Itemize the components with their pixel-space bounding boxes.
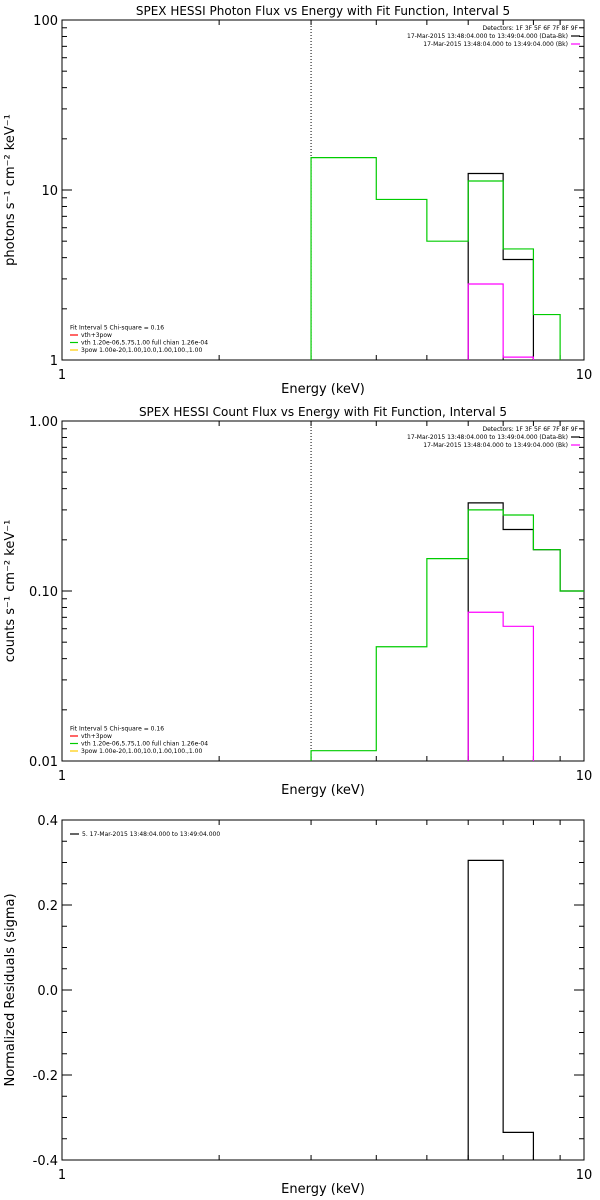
legend-left-entry-1-1: vth+3pow — [81, 733, 112, 740]
legend-left-entry-0-3: 3pow 1.00e-20,1.00,10.0,1.00,100.,1.00 — [81, 347, 202, 354]
series-line-1-1 — [467, 611, 535, 761]
x-tick-label-0-1: 10 — [576, 368, 593, 383]
legend-right-entry-1-0: Detectors: 1F 3F 5F 6F 7F 8F 9F — [482, 426, 578, 433]
series-line-0-1 — [467, 283, 535, 360]
legend-topleft-entry-2-0: 5. 17-Mar-2015 13:48:04.000 to 13:49:04.… — [82, 831, 220, 838]
y-tick-label-0-1: 10 — [41, 184, 58, 199]
plot-frame-1 — [61, 420, 585, 762]
plot-frame-2 — [61, 819, 585, 1161]
x-axis-label-0: Energy (keV) — [281, 382, 365, 397]
legend-left-entry-0-0: Fit Interval 5 Chi-square = 0.16 — [70, 325, 164, 332]
y-tick-label-1-1: 0.10 — [29, 585, 58, 600]
y-tick-label-2-2: 0.0 — [37, 984, 58, 999]
series-line-1-2 — [310, 509, 584, 761]
y-tick-label-2-0: -0.4 — [33, 1154, 58, 1169]
y-tick-label-2-1: -0.2 — [33, 1069, 58, 1084]
legend-right-entry-0-1: 17-Mar-2015 13:48:04.000 to 13:49:04.000… — [407, 33, 568, 40]
x-axis-label-1: Energy (keV) — [281, 783, 365, 798]
x-tick-label-2-1: 10 — [576, 1168, 593, 1183]
legend-right-entry-0-2: 17-Mar-2015 13:48:04.000 to 13:49:04.000… — [423, 41, 568, 48]
legend-right-entry-0-0: Detectors: 1F 3F 5F 6F 7F 8F 9F — [482, 25, 578, 32]
series-line-2-0 — [467, 859, 535, 1160]
chart-title-0: SPEX HESSI Photon Flux vs Energy with Fi… — [136, 4, 510, 18]
y-axis-label-1: counts s⁻¹ cm⁻² keV⁻¹ — [3, 520, 18, 663]
x-axis-label-2: Energy (keV) — [281, 1182, 365, 1197]
y-tick-label-1-2: 1.00 — [29, 415, 58, 430]
series-line-1-0 — [467, 502, 584, 761]
y-tick-label-0-0: 1 — [50, 354, 58, 369]
legend-left-entry-1-0: Fit Interval 5 Chi-square = 0.16 — [70, 726, 164, 733]
legend-left-entry-1-2: vth 1.20e-06,5.75,1.00 full chian 1.26e-… — [81, 741, 208, 748]
series-line-0-2 — [310, 157, 561, 360]
legend-right-entry-1-2: 17-Mar-2015 13:48:04.000 to 13:49:04.000… — [423, 442, 568, 449]
legend-left-entry-0-1: vth+3pow — [81, 332, 112, 339]
y-axis-label-0: photons s⁻¹ cm⁻² keV⁻¹ — [3, 114, 18, 266]
x-tick-label-1-0: 1 — [58, 769, 66, 784]
y-axis-label-2: Normalized Residuals (sigma) — [3, 893, 18, 1086]
chart-title-1: SPEX HESSI Count Flux vs Energy with Fit… — [139, 405, 507, 419]
x-tick-label-1-1: 10 — [576, 769, 593, 784]
legend-right-entry-1-1: 17-Mar-2015 13:48:04.000 to 13:49:04.000… — [407, 434, 568, 441]
y-tick-label-1-0: 0.01 — [29, 755, 58, 770]
y-tick-label-2-4: 0.4 — [37, 814, 58, 829]
x-tick-label-2-0: 1 — [58, 1168, 66, 1183]
y-tick-label-2-3: 0.2 — [37, 899, 58, 914]
legend-left-entry-1-3: 3pow 1.00e-20,1.00,10.0,1.00,100.,1.00 — [81, 748, 202, 755]
series-line-0-0 — [467, 172, 535, 360]
plot-frame-0 — [61, 19, 585, 361]
legend-left-entry-0-2: vth 1.20e-06,5.75,1.00 full chian 1.26e-… — [81, 340, 208, 347]
y-tick-label-0-2: 100 — [33, 14, 58, 29]
x-tick-label-0-0: 1 — [58, 368, 66, 383]
